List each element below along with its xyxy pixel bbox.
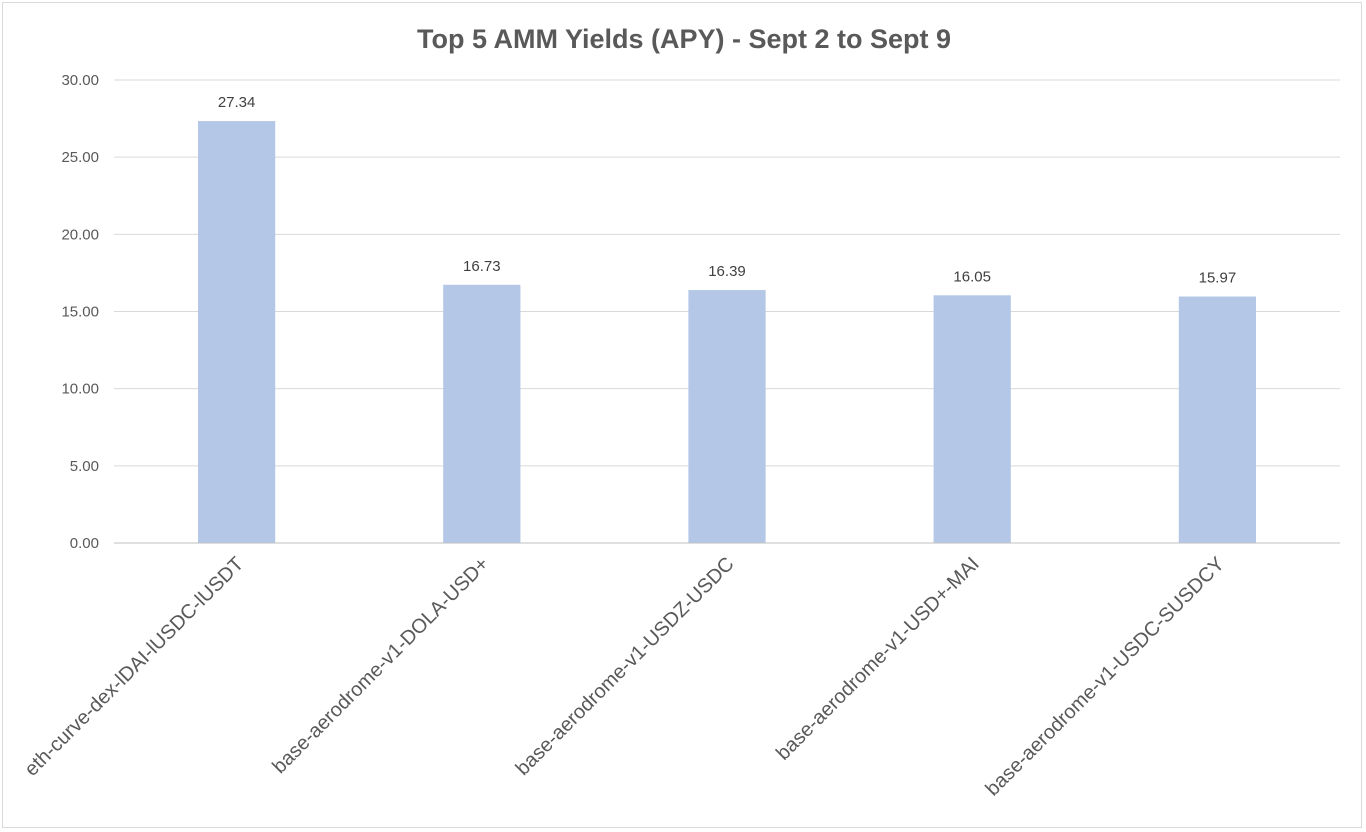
category-label: base-aerodrome-v1-DOLA-USD+ — [268, 553, 493, 778]
bar — [933, 295, 1011, 543]
bar — [688, 290, 766, 543]
y-axis-ticks: 0.00 5.00 10.00 15.00 20.00 25.00 30.00 — [61, 72, 99, 552]
data-label: 16.39 — [708, 263, 746, 280]
bar — [197, 121, 276, 543]
y-tick-label: 0.00 — [70, 535, 99, 552]
y-tick-label: 20.00 — [61, 226, 99, 243]
bars — [197, 121, 1257, 543]
category-labels: eth-curve-dex-lDAI-lUSDC-lUSDT base-aerod… — [20, 553, 1229, 800]
y-tick-label: 15.00 — [61, 304, 99, 321]
y-tick-label: 10.00 — [61, 381, 99, 398]
data-label: 16.73 — [463, 258, 501, 275]
data-labels: 27.34 16.73 16.39 16.05 15.97 — [218, 94, 1236, 286]
y-tick-label: 30.00 — [61, 72, 99, 89]
y-tick-label: 25.00 — [61, 149, 99, 166]
category-label: base-aerodrome-v1-USD+-MAI — [772, 553, 984, 765]
bar-chart: Top 5 AMM Yields (APY) - Sept 2 to Sept … — [20, 24, 1340, 800]
bar — [1178, 296, 1257, 543]
data-label: 16.05 — [953, 268, 991, 285]
data-label: 15.97 — [1199, 270, 1237, 287]
category-label: base-aerodrome-v1-USDZ-USDC — [512, 553, 739, 780]
chart-title: Top 5 AMM Yields (APY) - Sept 2 to Sept … — [417, 24, 951, 54]
category-label: eth-curve-dex-lDAI-lUSDC-lUSDT — [20, 553, 248, 781]
y-tick-label: 5.00 — [70, 458, 99, 475]
category-label: base-aerodrome-v1-USDC-SUSDCY — [982, 553, 1229, 800]
bar — [443, 284, 521, 543]
data-label: 27.34 — [218, 94, 256, 111]
